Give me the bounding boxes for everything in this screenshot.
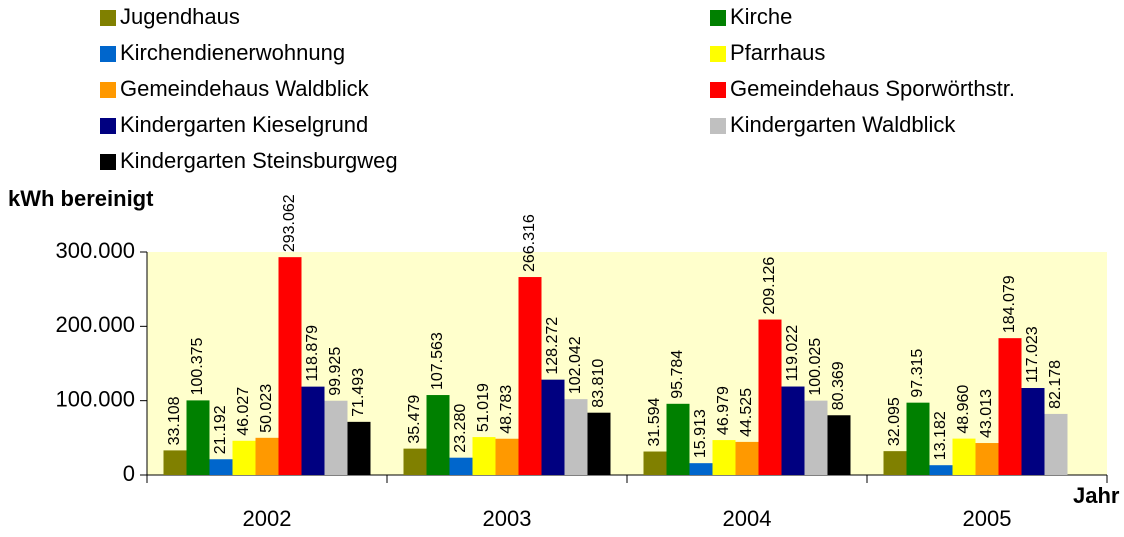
legend-label: Kindergarten Steinsburgweg [120,148,398,173]
y-tick-label: 100.000 [55,386,135,411]
value-label: 43.013 [978,389,995,438]
bar [952,438,976,475]
value-label: 209.126 [761,257,778,315]
value-label: 117.023 [1024,326,1041,383]
value-label: 80.369 [830,361,847,410]
legend-swatch [100,46,116,62]
bar [712,440,736,475]
bar [449,457,473,475]
legend-label: Kindergarten Waldblick [730,112,956,137]
legend-swatch [710,118,726,134]
legend-label: Kirchendienerwohnung [120,40,345,65]
bar [735,441,759,475]
bar [643,451,667,475]
value-label: 23.280 [452,404,469,453]
bar [975,443,999,475]
bar [301,386,325,475]
bar [758,319,782,475]
bar [232,440,256,475]
value-label: 99.925 [327,347,344,396]
value-label: 118.879 [304,325,321,382]
value-label: 95.784 [669,350,686,399]
value-label: 128.272 [544,317,561,375]
bar [827,415,851,475]
bar [564,399,588,475]
bar [324,400,348,475]
bar [426,395,450,475]
value-label: 293.062 [281,194,298,252]
value-label: 32.095 [886,397,903,446]
value-label: 119.022 [784,325,801,382]
y-tick-label: 200.000 [55,312,135,337]
value-label: 82.178 [1047,360,1064,409]
value-label: 184.079 [1001,275,1018,333]
bar [278,257,302,475]
value-label: 83.810 [590,359,607,408]
legend-label: Pfarrhaus [730,40,825,65]
bar [666,403,690,475]
value-label: 266.316 [521,214,538,272]
value-label: 13.182 [932,411,949,460]
value-label: 35.479 [406,395,423,444]
y-tick-label: 0 [123,461,135,486]
legend-swatch [710,46,726,62]
y-tick-label: 300.000 [55,238,135,263]
bar [906,402,930,475]
y-axis-label: kWh bereinigt [8,186,154,211]
value-label: 21.192 [212,405,229,454]
value-label: 102.042 [567,336,584,394]
value-label: 33.108 [166,396,183,445]
legend-label: Kirche [730,4,792,29]
x-tick-label: 2005 [963,506,1012,531]
bar [883,451,907,475]
bar [541,379,565,475]
legend-swatch [100,82,116,98]
bar [163,450,187,475]
bar [689,463,713,475]
legend-swatch [100,118,116,134]
value-label: 31.594 [646,397,663,446]
legend-label: Gemeindehaus Sporwörthstr. [730,76,1015,101]
legend-swatch [100,154,116,170]
legend-label: Gemeindehaus Waldblick [120,76,370,101]
value-label: 51.019 [475,383,492,432]
value-label: 46.027 [235,387,252,436]
legend-label: Jugendhaus [120,4,240,29]
bar [781,386,805,475]
value-label: 44.525 [738,388,755,437]
value-label: 100.025 [807,338,824,396]
bar [209,459,233,475]
bar [1044,413,1068,475]
bar [347,421,371,475]
value-label: 48.783 [498,385,515,434]
legend-swatch [710,82,726,98]
legend-label: Kindergarten Kieselgrund [120,112,368,137]
value-label: 15.913 [692,409,709,458]
bar [1021,388,1045,475]
value-label: 46.979 [715,386,732,435]
bar [403,448,427,475]
bar [998,338,1022,475]
bar [518,277,542,475]
value-label: 48.960 [955,385,972,434]
x-tick-label: 2003 [483,506,532,531]
legend-swatch [710,10,726,26]
bar [929,465,953,475]
x-tick-label: 2002 [243,506,292,531]
bar [186,400,210,475]
bar [804,400,828,475]
legend-swatch [100,10,116,26]
bar [255,437,279,475]
bar [495,438,519,475]
value-label: 71.493 [350,368,367,417]
bar [587,412,611,475]
x-axis-label: Jahr [1073,483,1120,508]
value-label: 107.563 [429,332,446,390]
x-tick-label: 2004 [723,506,772,531]
value-label: 100.375 [189,337,206,395]
bar [472,437,496,475]
value-label: 50.023 [258,384,275,433]
value-label: 97.315 [909,349,926,398]
